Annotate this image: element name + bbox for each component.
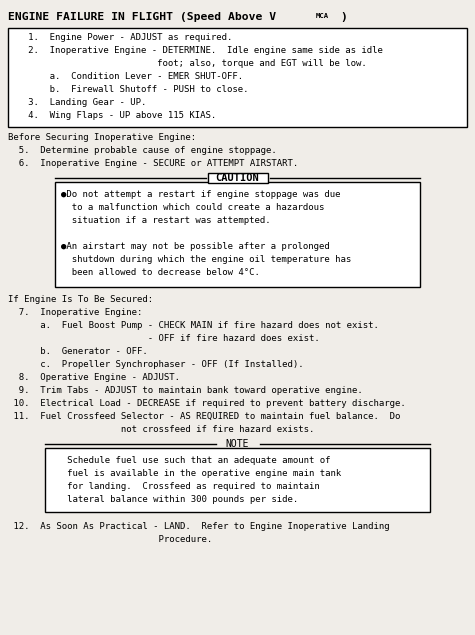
Text: 4.  Wing Flaps - UP above 115 KIAS.: 4. Wing Flaps - UP above 115 KIAS. [12,111,216,120]
Text: 2.  Inoperative Engine - DETERMINE.  Idle engine same side as idle: 2. Inoperative Engine - DETERMINE. Idle … [12,46,383,55]
Text: NOTE: NOTE [226,439,249,449]
Text: fuel is available in the operative engine main tank: fuel is available in the operative engin… [51,469,341,478]
Bar [45,448,430,512]
Text: foot; also, torque and EGT will be low.: foot; also, torque and EGT will be low. [12,59,367,68]
FancyBboxPatch shape [208,173,267,183]
Text: b.  Firewall Shutoff - PUSH to close.: b. Firewall Shutoff - PUSH to close. [12,85,248,94]
Text: - OFF if fire hazard does exist.: - OFF if fire hazard does exist. [8,334,320,343]
Text: for landing.  Crossfeed as required to maintain: for landing. Crossfeed as required to ma… [51,482,320,491]
Text: a.  Fuel Boost Pump - CHECK MAIN if fire hazard does not exist.: a. Fuel Boost Pump - CHECK MAIN if fire … [8,321,379,330]
Text: 12.  As Soon As Practical - LAND.  Refer to Engine Inoperative Landing: 12. As Soon As Practical - LAND. Refer t… [8,522,389,531]
Bar [8,28,467,127]
Text: CAUTION: CAUTION [216,173,259,183]
Text: 3.  Landing Gear - UP.: 3. Landing Gear - UP. [12,98,146,107]
Text: 9.  Trim Tabs - ADJUST to maintain bank toward operative engine.: 9. Trim Tabs - ADJUST to maintain bank t… [8,386,363,395]
Text: ): ) [340,12,347,22]
Text: not crossfeed if fire hazard exists.: not crossfeed if fire hazard exists. [8,425,314,434]
Text: ●An airstart may not be possible after a prolonged: ●An airstart may not be possible after a… [61,242,330,251]
Text: 6.  Inoperative Engine - SECURE or ATTEMPT AIRSTART.: 6. Inoperative Engine - SECURE or ATTEMP… [8,159,298,168]
Text: 1.  Engine Power - ADJUST as required.: 1. Engine Power - ADJUST as required. [12,33,232,42]
Text: 11.  Fuel Crossfeed Selector - AS REQUIRED to maintain fuel balance.  Do: 11. Fuel Crossfeed Selector - AS REQUIRE… [8,412,400,421]
Text: a.  Condition Lever - EMER SHUT-OFF.: a. Condition Lever - EMER SHUT-OFF. [12,72,243,81]
Bar [55,182,420,287]
Text: Before Securing Inoperative Engine:: Before Securing Inoperative Engine: [8,133,196,142]
Text: to a malfunction which could create a hazardous: to a malfunction which could create a ha… [61,203,324,212]
Text: ●Do not attempt a restart if engine stoppage was due: ●Do not attempt a restart if engine stop… [61,190,341,199]
Text: c.  Propeller Synchrophaser - OFF (If Installed).: c. Propeller Synchrophaser - OFF (If Ins… [8,360,304,369]
Text: situation if a restart was attempted.: situation if a restart was attempted. [61,216,271,225]
Text: 5.  Determine probable cause of engine stoppage.: 5. Determine probable cause of engine st… [8,146,277,155]
Text: ENGINE FAILURE IN FLIGHT (Speed Above V: ENGINE FAILURE IN FLIGHT (Speed Above V [8,12,276,22]
Text: MCA: MCA [316,13,329,18]
Text: 10.  Electrical Load - DECREASE if required to prevent battery discharge.: 10. Electrical Load - DECREASE if requir… [8,399,406,408]
Text: b.  Generator - OFF.: b. Generator - OFF. [8,347,148,356]
Text: lateral balance within 300 pounds per side.: lateral balance within 300 pounds per si… [51,495,298,504]
Text: been allowed to decrease below 4°C.: been allowed to decrease below 4°C. [61,268,260,277]
Text: If Engine Is To Be Secured:: If Engine Is To Be Secured: [8,295,153,304]
Text: 8.  Operative Engine - ADJUST.: 8. Operative Engine - ADJUST. [8,373,180,382]
Text: shutdown during which the engine oil temperature has: shutdown during which the engine oil tem… [61,255,351,264]
Text: Schedule fuel use such that an adequate amount of: Schedule fuel use such that an adequate … [51,456,331,465]
Text: Procedure.: Procedure. [8,535,212,544]
Text: 7.  Inoperative Engine:: 7. Inoperative Engine: [8,308,142,317]
